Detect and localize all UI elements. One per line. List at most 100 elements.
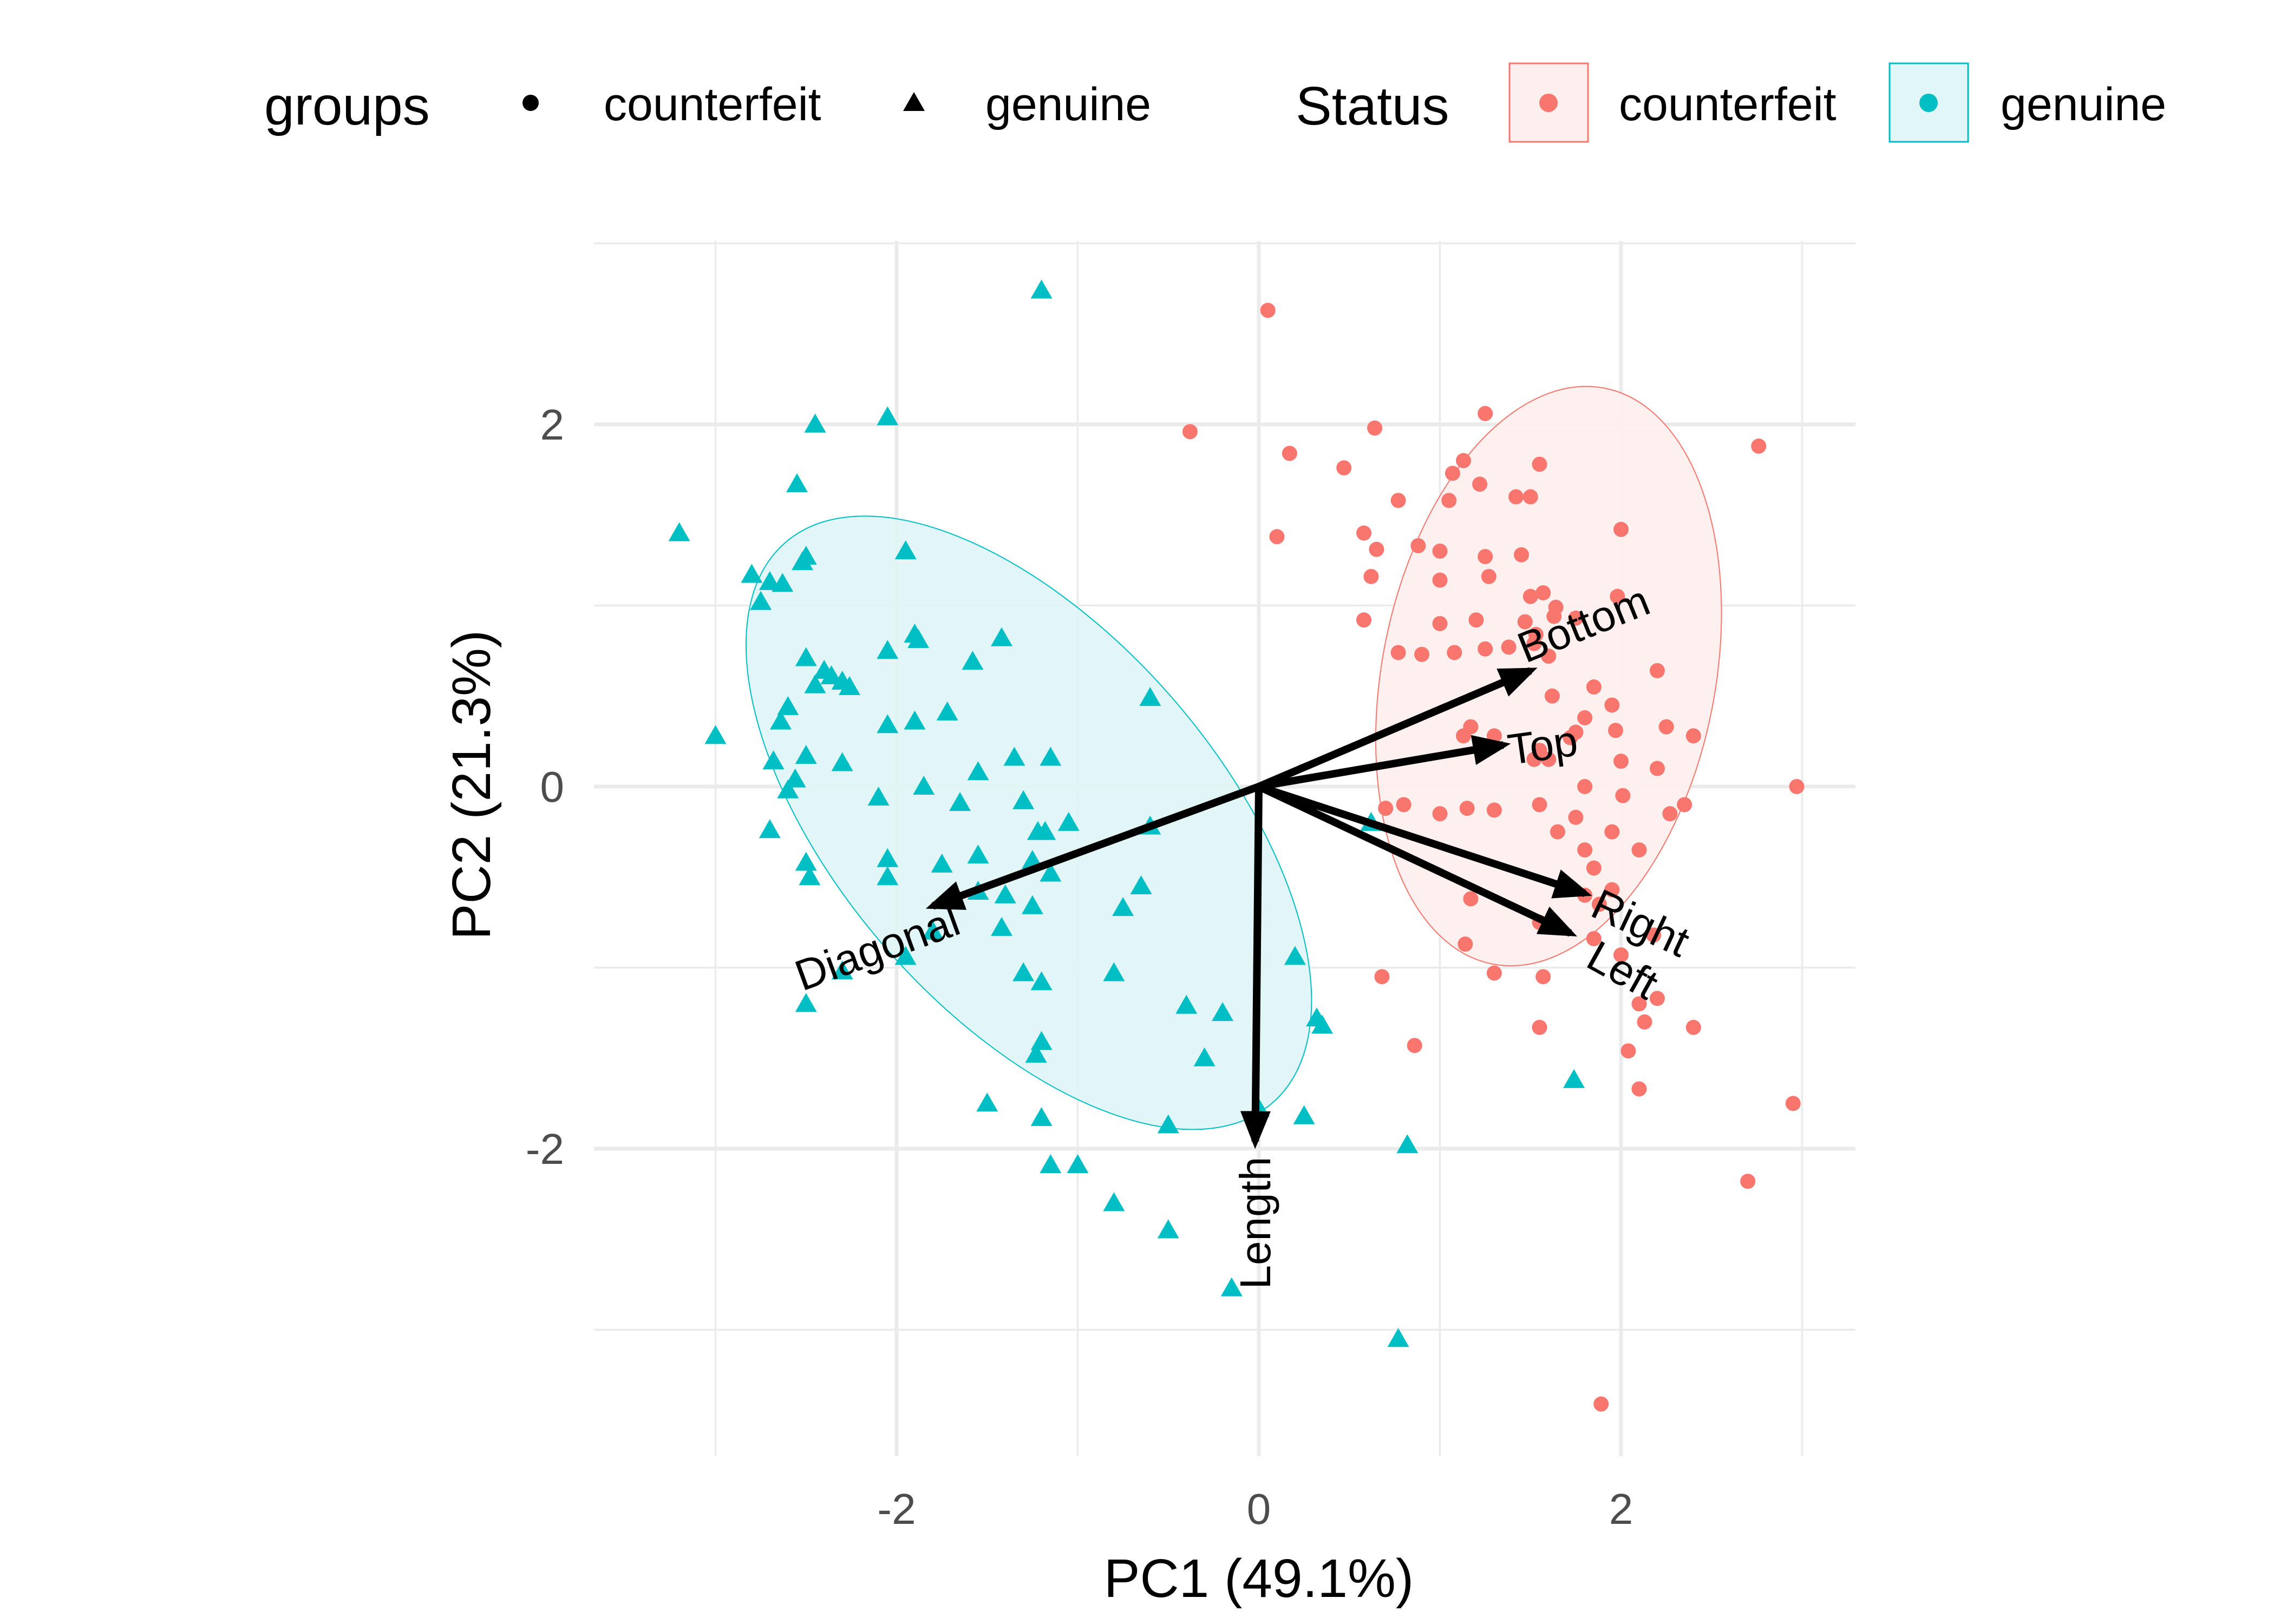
point-genuine: [976, 1092, 998, 1112]
point-genuine: [994, 884, 1016, 903]
point-counterfeit: [1649, 761, 1665, 776]
point-genuine: [1563, 1069, 1585, 1088]
point-genuine: [949, 792, 971, 811]
point-counterfeit: [1356, 612, 1372, 628]
point-counterfeit: [1455, 453, 1471, 468]
point-counterfeit: [1486, 965, 1502, 981]
point-genuine: [1025, 1044, 1047, 1063]
point-genuine: [962, 651, 984, 670]
point-counterfeit: [1631, 842, 1647, 858]
point-counterfeit: [1517, 614, 1533, 630]
legend-status-genuine-dot-icon: [1919, 94, 1938, 112]
point-counterfeit: [1740, 1174, 1756, 1189]
point-counterfeit: [1658, 719, 1674, 735]
point-genuine: [750, 591, 772, 610]
point-genuine: [759, 819, 781, 839]
point-genuine: [772, 573, 794, 592]
legend-status-title: Status: [1296, 76, 1449, 136]
point-genuine: [1396, 1134, 1419, 1154]
point-counterfeit: [1593, 1396, 1609, 1412]
point-genuine: [1157, 1114, 1179, 1134]
point-counterfeit: [1610, 588, 1625, 604]
point-genuine: [777, 696, 799, 715]
point-genuine: [936, 701, 958, 721]
legend-status-counterfeit-dot-icon: [1539, 94, 1558, 112]
point-counterfeit: [1785, 1096, 1801, 1111]
point-counterfeit: [1532, 456, 1547, 472]
point-genuine: [831, 752, 853, 771]
point-counterfeit: [1649, 991, 1665, 1006]
point-genuine: [877, 714, 899, 734]
y-axis-title: PC2 (21.3%): [441, 630, 502, 940]
point-genuine: [1021, 895, 1043, 914]
point-genuine: [922, 920, 944, 940]
point-counterfeit: [1577, 710, 1593, 725]
point-genuine: [967, 761, 989, 781]
point-genuine: [894, 946, 917, 965]
point-genuine: [1040, 862, 1062, 882]
point-counterfeit: [1685, 1019, 1701, 1035]
point-counterfeit: [1613, 522, 1629, 538]
point-genuine: [877, 866, 899, 886]
point-genuine: [804, 674, 826, 693]
point-counterfeit: [1414, 646, 1430, 662]
point-counterfeit: [1604, 824, 1620, 840]
point-genuine: [991, 627, 1013, 646]
point-counterfeit: [1336, 460, 1352, 476]
point-counterfeit: [1751, 438, 1767, 454]
point-counterfeit: [1541, 751, 1557, 767]
point-counterfeit: [1613, 754, 1629, 769]
point-counterfeit: [1501, 639, 1517, 655]
point-counterfeit: [1472, 476, 1488, 492]
point-genuine: [1067, 1154, 1089, 1174]
point-counterfeit: [1432, 806, 1448, 822]
point-counterfeit: [1586, 860, 1602, 876]
ellipse-counterfeit: [1375, 385, 1722, 967]
point-genuine: [1103, 962, 1125, 981]
point-counterfeit: [1615, 788, 1631, 803]
point-genuine: [795, 647, 817, 666]
point-counterfeit: [1356, 525, 1372, 541]
ellipse-genuine: [746, 515, 1312, 1130]
point-counterfeit: [1390, 645, 1406, 660]
point-counterfeit: [1646, 927, 1662, 943]
loading-arrow-right: [1257, 783, 1592, 899]
point-genuine: [877, 406, 899, 425]
loading-label-length: Length: [1231, 1157, 1279, 1289]
point-genuine: [1030, 279, 1053, 299]
point-counterfeit: [1522, 588, 1538, 604]
point-genuine: [1040, 746, 1062, 766]
tick-labels: -2 0 2 -2 0 2: [526, 401, 1633, 1533]
legend-groups-title: groups: [264, 76, 430, 136]
point-genuine: [1003, 746, 1025, 766]
point-genuine: [1193, 1047, 1216, 1066]
point-genuine: [1034, 821, 1056, 840]
point-counterfeit: [1374, 969, 1390, 985]
loading-arrow-bottom: [1257, 667, 1538, 790]
point-counterfeit: [1568, 610, 1584, 626]
point-counterfeit: [1604, 697, 1620, 713]
point-genuine: [769, 710, 792, 730]
point-genuine: [1387, 1328, 1409, 1347]
legend-status-counterfeit-label: counterfeit: [1619, 78, 1837, 130]
point-counterfeit: [1532, 1019, 1547, 1035]
point-counterfeit: [1526, 636, 1542, 651]
point-counterfeit: [1508, 489, 1524, 505]
point-counterfeit: [1432, 543, 1448, 559]
point-genuine: [704, 725, 727, 744]
point-counterfeit: [1478, 641, 1493, 657]
point-counterfeit: [1282, 446, 1297, 461]
x-tick-label: -2: [877, 1485, 916, 1533]
y-tick-label: 0: [540, 763, 565, 811]
point-counterfeit: [1514, 547, 1530, 562]
point-counterfeit: [1463, 891, 1479, 907]
x-tick-label: 2: [1609, 1485, 1633, 1533]
point-genuine: [867, 787, 890, 806]
point-genuine: [1311, 1014, 1334, 1034]
point-counterfeit: [1586, 679, 1602, 695]
legend-groups-counterfeit-label: counterfeit: [604, 78, 821, 130]
point-genuine: [839, 676, 861, 696]
point-genuine: [877, 848, 899, 867]
point-counterfeit: [1486, 802, 1502, 818]
loading-arrow-left: [1257, 783, 1578, 937]
